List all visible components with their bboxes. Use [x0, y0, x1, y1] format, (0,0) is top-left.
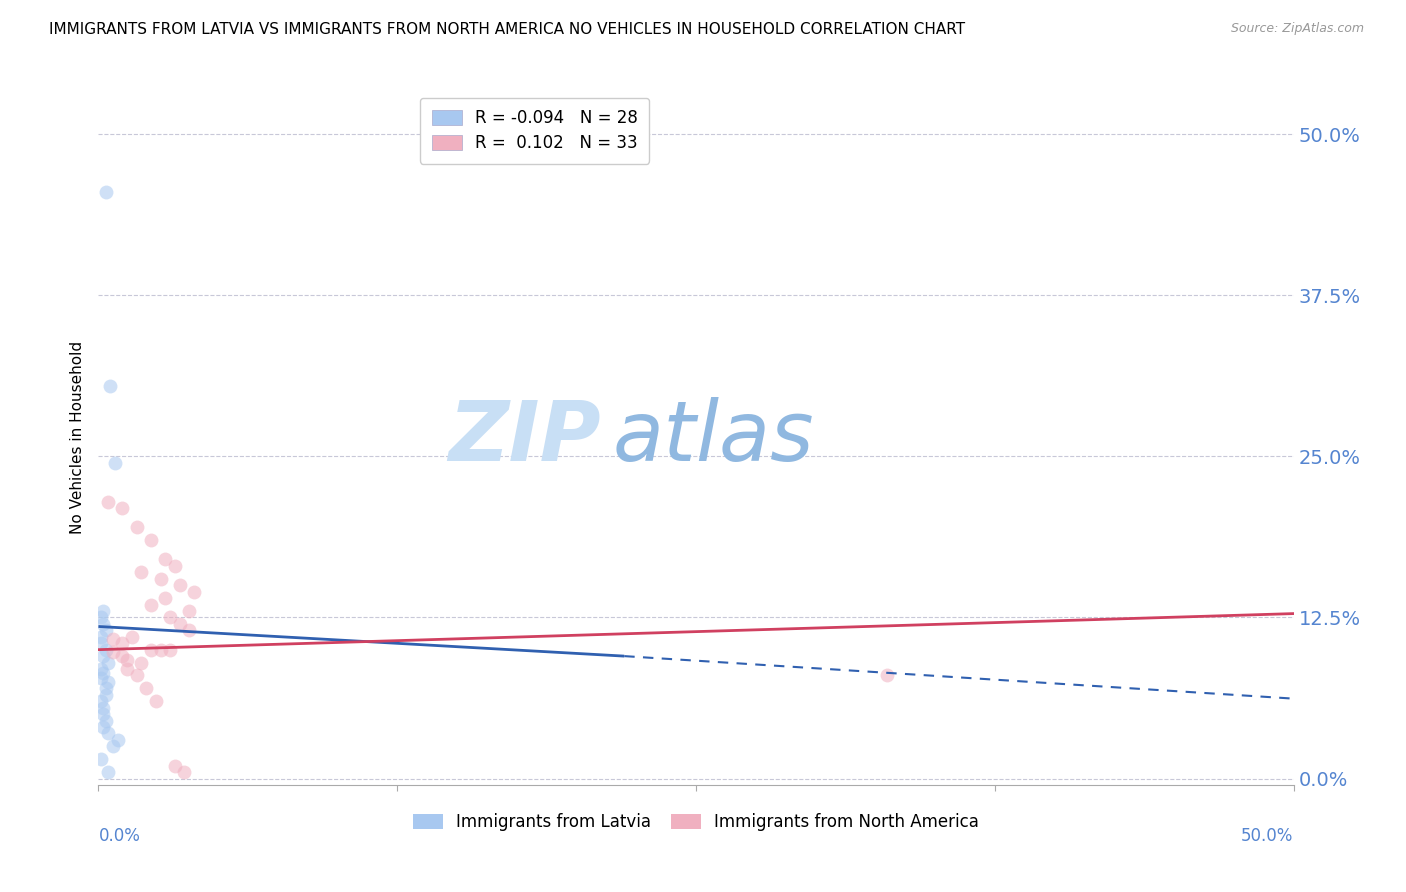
Point	[94, 714, 117, 728]
Point	[97, 765, 120, 780]
Point	[91, 604, 114, 618]
Point	[97, 726, 120, 740]
Point	[183, 584, 205, 599]
Point	[173, 765, 195, 780]
Point	[155, 591, 177, 606]
Point	[91, 707, 114, 722]
Point	[131, 656, 153, 670]
Point	[97, 656, 120, 670]
Point	[90, 630, 112, 644]
Point	[159, 610, 181, 624]
Point	[111, 649, 134, 664]
Point	[90, 671, 112, 685]
Point	[91, 649, 114, 664]
Point	[169, 578, 191, 592]
Point	[179, 604, 201, 618]
Point	[94, 642, 117, 657]
Point	[149, 572, 172, 586]
Text: IMMIGRANTS FROM LATVIA VS IMMIGRANTS FROM NORTH AMERICA NO VEHICLES IN HOUSEHOLD: IMMIGRANTS FROM LATVIA VS IMMIGRANTS FRO…	[49, 22, 966, 37]
Point	[159, 642, 181, 657]
Point	[163, 558, 186, 573]
Point	[876, 668, 898, 682]
Point	[90, 636, 112, 650]
Point	[97, 674, 120, 689]
Text: 50.0%: 50.0%	[1241, 827, 1294, 845]
Point	[101, 739, 124, 754]
Point	[131, 566, 153, 580]
Text: ZIP: ZIP	[447, 397, 600, 477]
Point	[90, 694, 112, 708]
Point	[149, 642, 172, 657]
Point	[121, 630, 143, 644]
Point	[111, 636, 134, 650]
Point	[139, 533, 162, 548]
Point	[101, 645, 124, 659]
Point	[145, 694, 167, 708]
Point	[94, 688, 117, 702]
Point	[163, 758, 186, 772]
Point	[139, 598, 162, 612]
Point	[91, 720, 114, 734]
Point	[90, 662, 112, 676]
Point	[97, 494, 120, 508]
Text: Source: ZipAtlas.com: Source: ZipAtlas.com	[1230, 22, 1364, 36]
Point	[125, 520, 148, 534]
Point	[94, 681, 117, 696]
Point	[139, 642, 162, 657]
Text: atlas: atlas	[613, 397, 814, 477]
Point	[101, 632, 124, 647]
Point	[90, 752, 112, 766]
Point	[91, 616, 114, 631]
Point	[115, 653, 138, 667]
Point	[111, 500, 134, 515]
Point	[169, 616, 191, 631]
Point	[94, 624, 117, 638]
Legend: Immigrants from Latvia, Immigrants from North America: Immigrants from Latvia, Immigrants from …	[405, 805, 987, 839]
Point	[104, 456, 127, 470]
Point	[125, 668, 148, 682]
Point	[91, 665, 114, 680]
Point	[98, 378, 122, 392]
Point	[94, 186, 117, 200]
Point	[179, 624, 201, 638]
Point	[107, 732, 129, 747]
Text: 0.0%: 0.0%	[98, 827, 141, 845]
Point	[91, 700, 114, 714]
Point	[135, 681, 157, 696]
Point	[155, 552, 177, 566]
Y-axis label: No Vehicles in Household: No Vehicles in Household	[70, 341, 86, 533]
Point	[90, 610, 112, 624]
Point	[115, 662, 138, 676]
